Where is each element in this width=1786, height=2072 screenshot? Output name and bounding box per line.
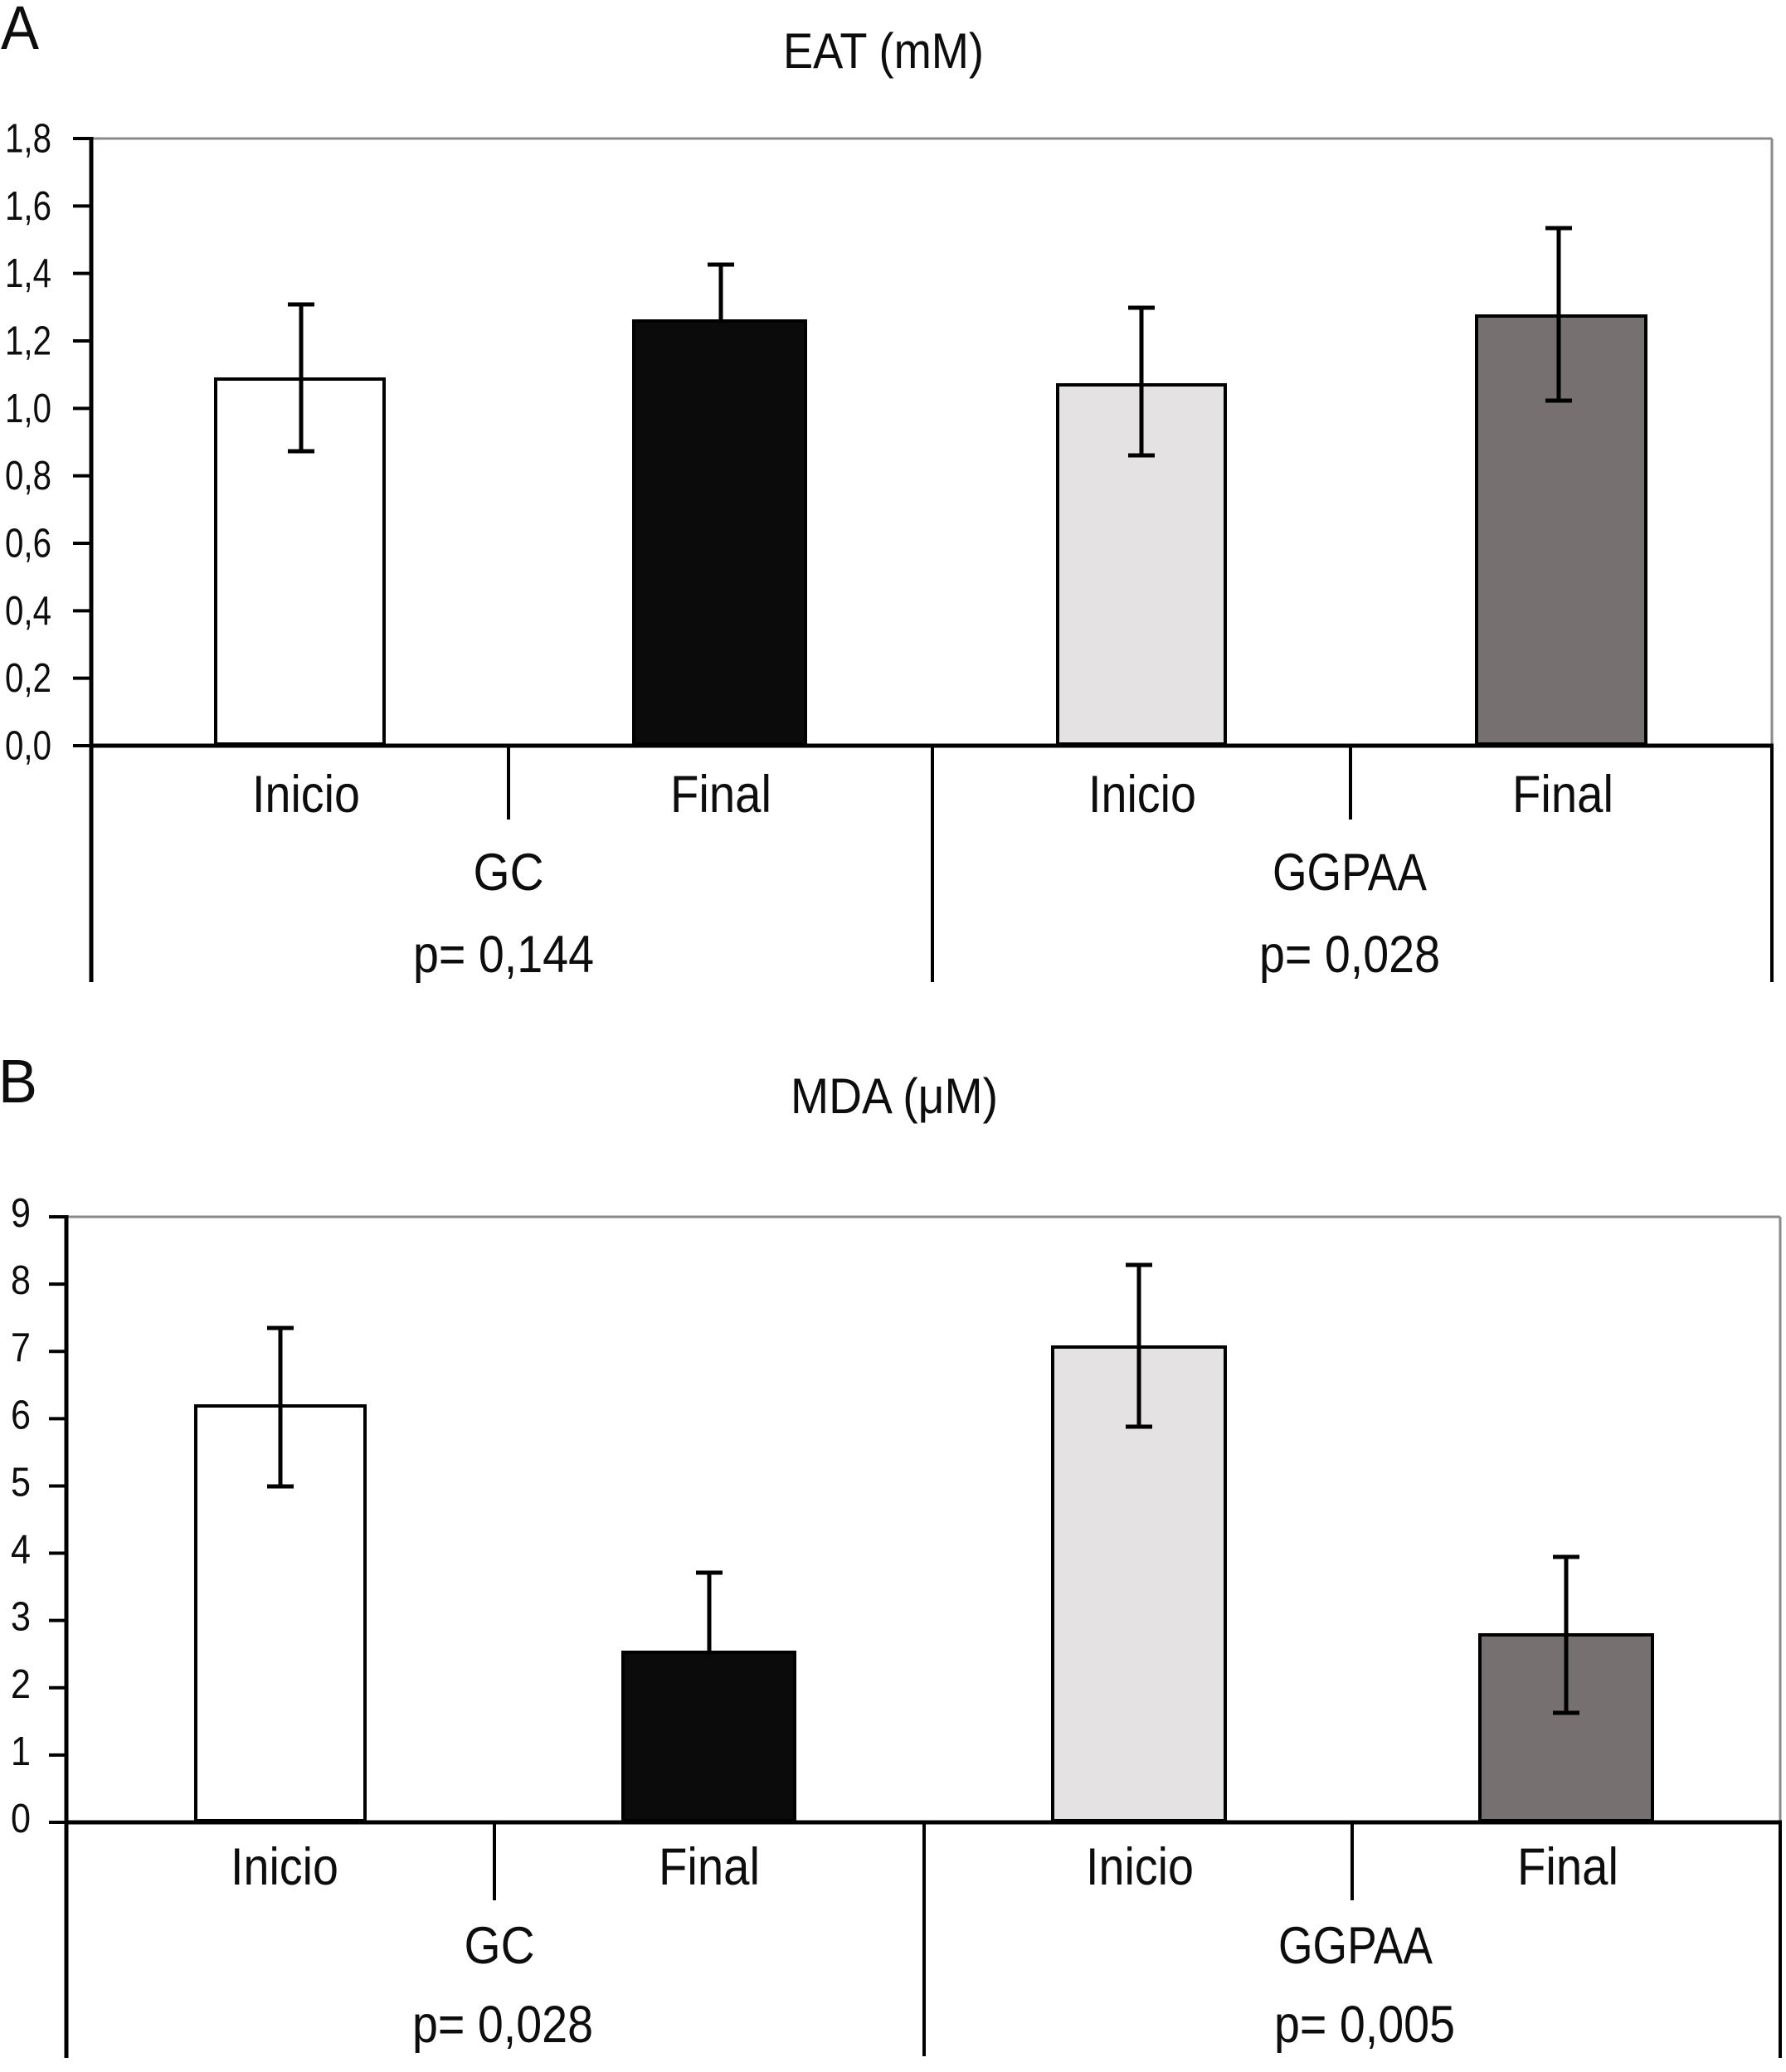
- svg-text:GGPAA: GGPAA: [1273, 844, 1427, 902]
- svg-text:7: 7: [11, 1325, 31, 1370]
- svg-text:Final: Final: [670, 766, 771, 824]
- svg-text:p= 0,144: p= 0,144: [413, 926, 594, 984]
- svg-text:p= 0,028: p= 0,028: [1259, 926, 1440, 984]
- svg-text:Final: Final: [1512, 766, 1613, 824]
- svg-text:2: 2: [11, 1662, 31, 1707]
- svg-text:1: 1: [11, 1729, 31, 1774]
- svg-text:MDA (μM): MDA (μM): [791, 1068, 998, 1124]
- svg-text:0: 0: [11, 1797, 31, 1841]
- svg-text:1,8: 1,8: [5, 117, 51, 162]
- svg-text:EAT (mM): EAT (mM): [783, 23, 984, 79]
- svg-text:1,2: 1,2: [5, 319, 51, 364]
- svg-text:GC: GC: [474, 844, 544, 902]
- svg-text:p= 0,005: p= 0,005: [1274, 1996, 1455, 2054]
- svg-text:Inicio: Inicio: [1086, 1838, 1194, 1896]
- svg-text:6: 6: [11, 1393, 31, 1437]
- svg-text:9: 9: [11, 1191, 31, 1236]
- svg-text:1,0: 1,0: [5, 387, 51, 431]
- svg-text:5: 5: [11, 1460, 31, 1505]
- svg-text:Inicio: Inicio: [1088, 766, 1196, 824]
- svg-text:0,6: 0,6: [5, 522, 51, 567]
- svg-text:GGPAA: GGPAA: [1278, 1917, 1433, 1975]
- svg-text:3: 3: [11, 1595, 31, 1640]
- svg-text:0,2: 0,2: [5, 656, 51, 701]
- svg-text:0,0: 0,0: [5, 724, 51, 769]
- svg-text:GC: GC: [465, 1917, 535, 1975]
- svg-text:A: A: [1, 0, 40, 62]
- svg-text:0,4: 0,4: [5, 589, 51, 634]
- svg-text:B: B: [0, 1047, 37, 1116]
- svg-text:1,6: 1,6: [5, 184, 51, 229]
- svg-text:1,4: 1,4: [5, 251, 51, 296]
- svg-text:Final: Final: [1517, 1838, 1618, 1896]
- svg-text:4: 4: [11, 1528, 31, 1573]
- svg-text:Final: Final: [659, 1838, 760, 1896]
- svg-text:Inicio: Inicio: [252, 766, 360, 824]
- svg-text:0,8: 0,8: [5, 454, 51, 499]
- svg-text:Inicio: Inicio: [231, 1838, 338, 1896]
- svg-text:8: 8: [11, 1258, 31, 1303]
- svg-text:p= 0,028: p= 0,028: [412, 1996, 593, 2054]
